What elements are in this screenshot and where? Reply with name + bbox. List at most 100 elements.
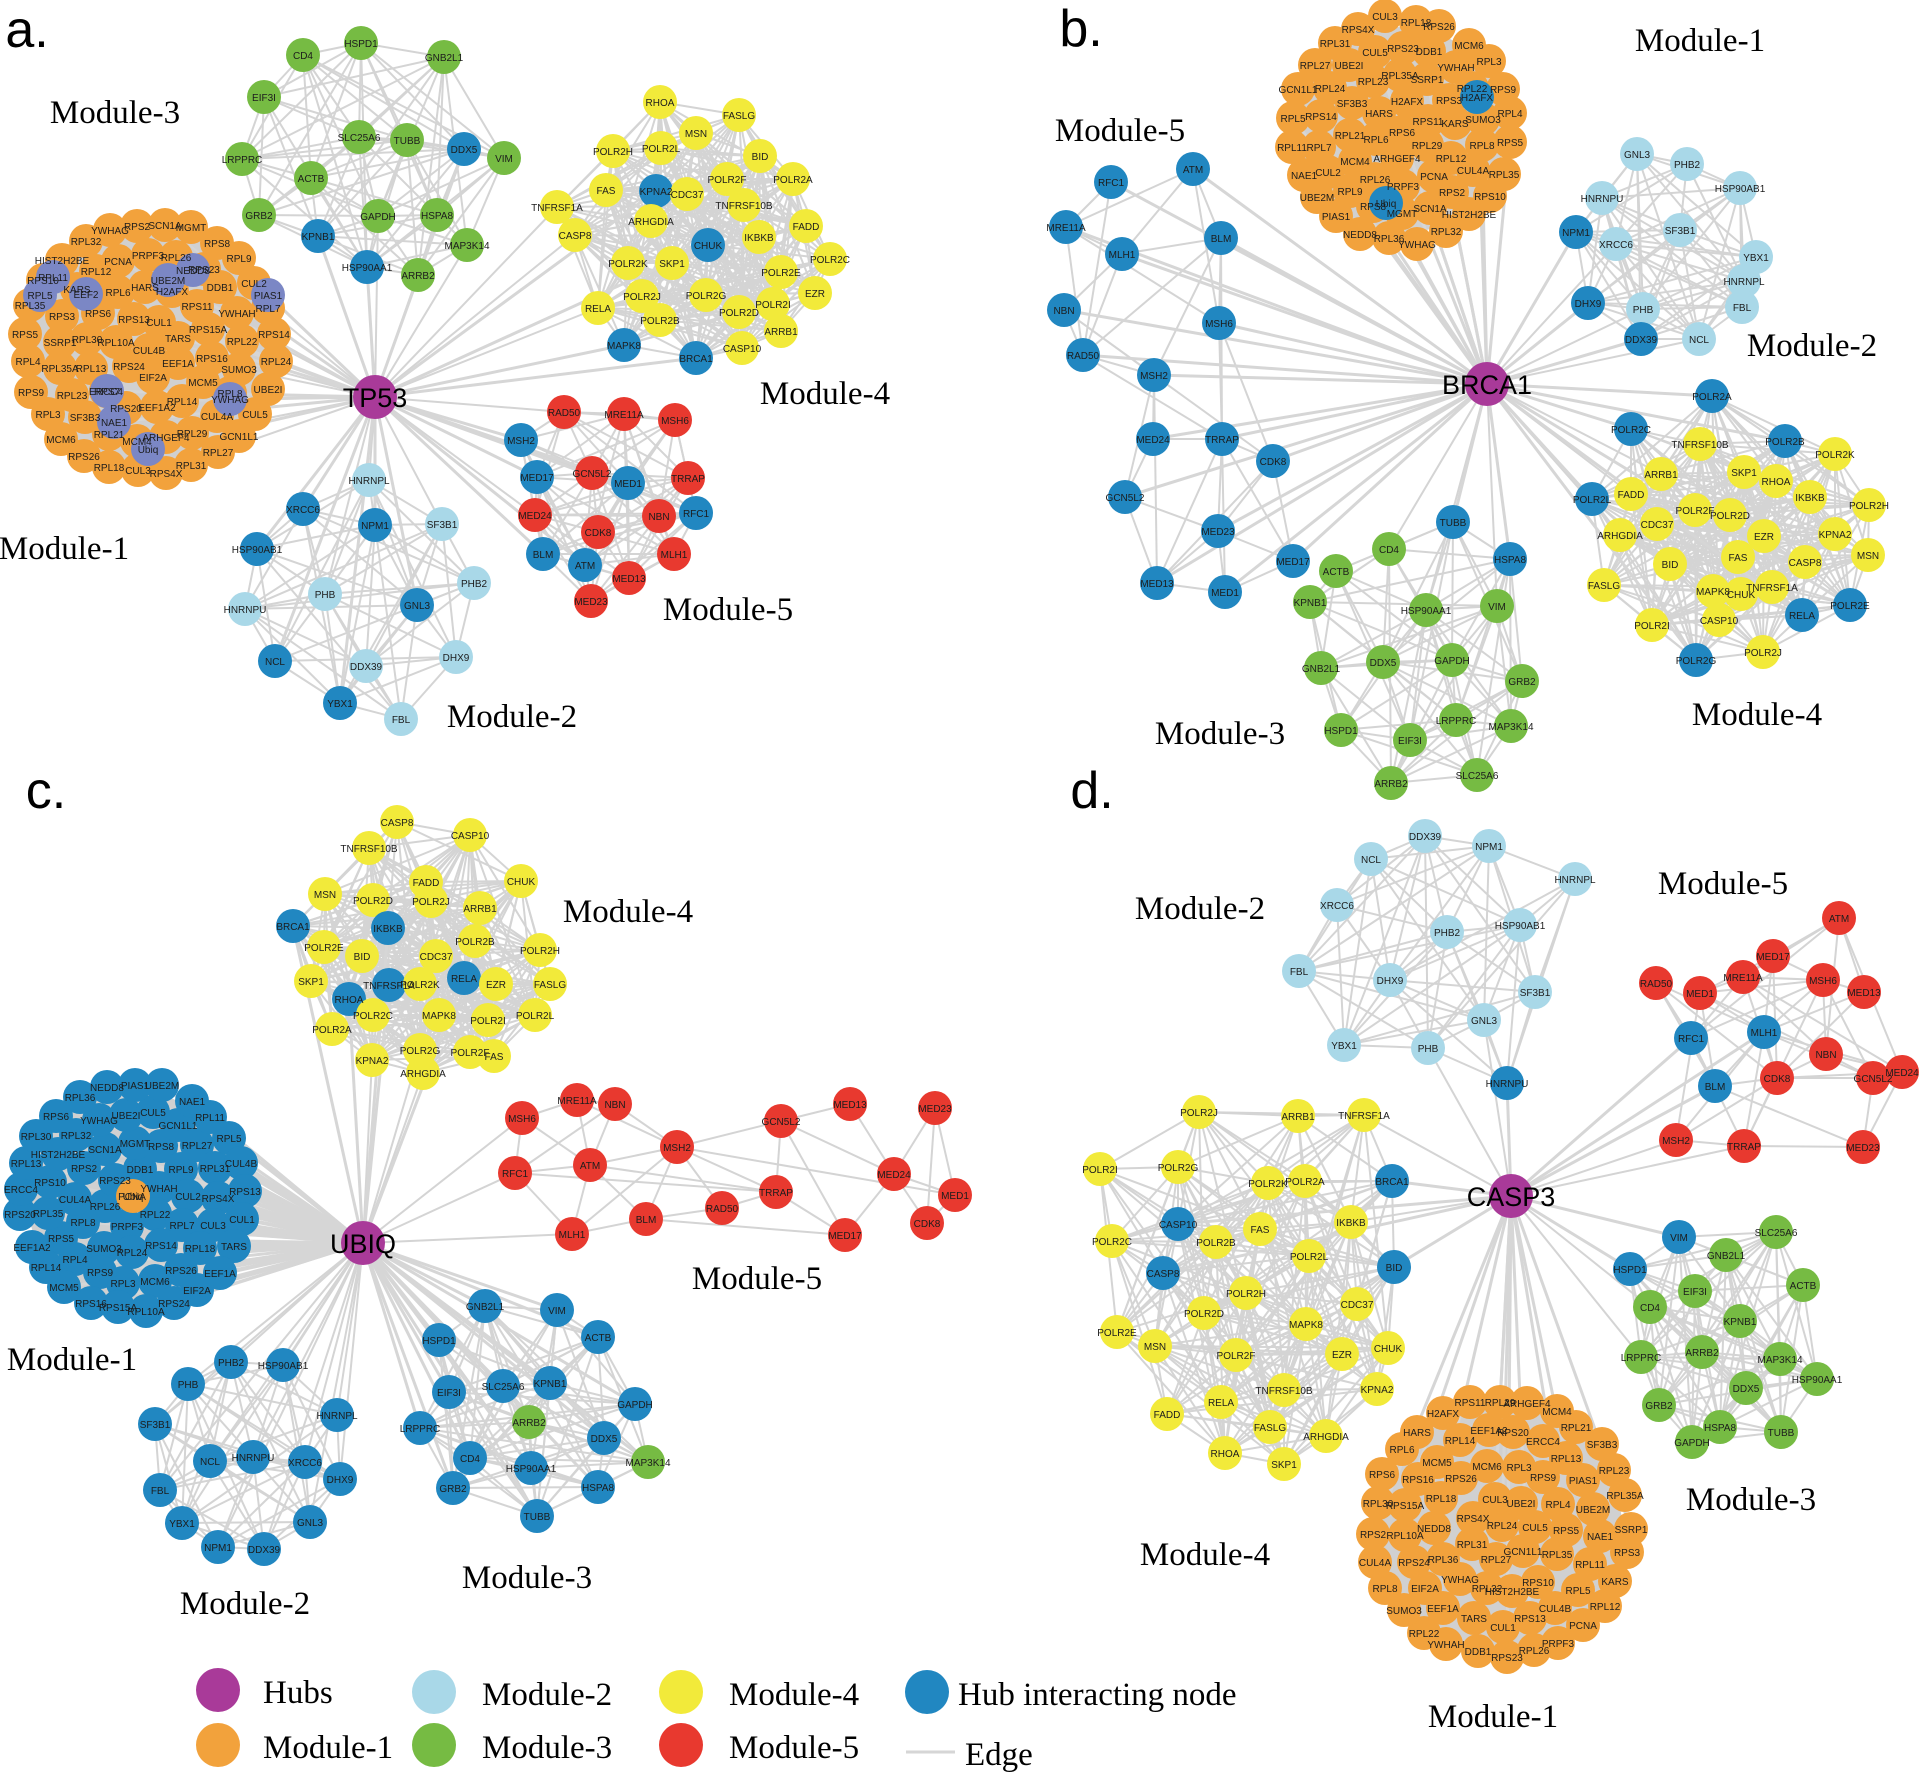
svg-text:BID: BID — [354, 952, 371, 963]
svg-text:RPL8: RPL8 — [1469, 141, 1494, 152]
svg-text:RPL8: RPL8 — [70, 1218, 95, 1229]
svg-text:RPS6: RPS6 — [1389, 128, 1416, 139]
svg-text:FASLG: FASLG — [723, 111, 755, 122]
svg-text:Module-2: Module-2 — [1135, 891, 1265, 927]
svg-text:RPS11: RPS11 — [1413, 117, 1444, 128]
svg-text:Module-2: Module-2 — [180, 1586, 310, 1622]
svg-text:NEDD8: NEDD8 — [90, 1083, 124, 1094]
svg-text:GNB2L1: GNB2L1 — [425, 53, 464, 64]
svg-text:XRCC6: XRCC6 — [1320, 901, 1354, 912]
svg-text:DDX5: DDX5 — [591, 1434, 618, 1445]
svg-text:SSRP1: SSRP1 — [1411, 75, 1444, 86]
svg-text:RPL11: RPL11 — [38, 273, 68, 284]
svg-text:HSPA8: HSPA8 — [1704, 1423, 1736, 1434]
svg-text:MSH2: MSH2 — [1140, 371, 1168, 382]
svg-text:POLR2B: POLR2B — [455, 937, 495, 948]
svg-text:KPNA2: KPNA2 — [1361, 1385, 1394, 1396]
svg-text:RPL11: RPL11 — [1277, 143, 1307, 154]
svg-text:FASLG: FASLG — [1588, 581, 1620, 592]
svg-text:MED17: MED17 — [1756, 952, 1790, 963]
svg-text:SF3B1: SF3B1 — [1665, 226, 1696, 237]
svg-text:RHOA: RHOA — [335, 995, 364, 1006]
svg-text:POLR2D: POLR2D — [353, 896, 393, 907]
svg-text:RPS5: RPS5 — [48, 1234, 75, 1245]
svg-text:CHUK: CHUK — [1374, 1344, 1403, 1355]
svg-text:CUL2: CUL2 — [1315, 168, 1341, 179]
svg-text:TNFRSF1A: TNFRSF1A — [363, 981, 415, 992]
svg-text:RPL36: RPL36 — [1428, 1555, 1459, 1566]
svg-text:ARRB1: ARRB1 — [1281, 1112, 1315, 1123]
svg-text:Module-1: Module-1 — [1428, 1699, 1558, 1735]
svg-text:POLR2F: POLR2F — [1676, 506, 1715, 517]
svg-text:RPL24: RPL24 — [1487, 1521, 1518, 1532]
svg-text:POLR2C: POLR2C — [1092, 1237, 1132, 1248]
svg-text:RPL18: RPL18 — [185, 1244, 216, 1255]
svg-text:RFC1: RFC1 — [1098, 178, 1125, 189]
svg-text:RPS20: RPS20 — [110, 404, 142, 415]
svg-text:GCN1L1: GCN1L1 — [1279, 85, 1318, 96]
svg-text:BLM: BLM — [533, 550, 554, 561]
svg-text:MLH1: MLH1 — [1109, 250, 1136, 261]
svg-text:RPL23: RPL23 — [1599, 1466, 1630, 1477]
svg-text:CD4: CD4 — [460, 1454, 480, 1465]
svg-text:RPL9: RPL9 — [168, 1165, 193, 1176]
svg-text:RPL32: RPL32 — [1472, 1584, 1503, 1595]
svg-text:HSPD1: HSPD1 — [422, 1336, 456, 1347]
svg-text:DDX39: DDX39 — [248, 1545, 281, 1556]
svg-text:GNL3: GNL3 — [1624, 150, 1651, 161]
svg-text:NBN: NBN — [604, 1100, 625, 1111]
svg-text:GNB2L1: GNB2L1 — [1302, 664, 1341, 675]
svg-text:EEF1A: EEF1A — [1427, 1604, 1459, 1615]
svg-text:CUL4A: CUL4A — [1457, 166, 1490, 177]
svg-text:BID: BID — [752, 152, 769, 163]
svg-text:RPS24: RPS24 — [113, 362, 145, 373]
svg-text:POLR2A: POLR2A — [1692, 392, 1732, 403]
svg-text:RPL5: RPL5 — [1280, 114, 1305, 125]
svg-text:POLR2L: POLR2L — [1573, 495, 1612, 506]
svg-text:CDK8: CDK8 — [585, 528, 612, 539]
svg-text:TRRAP: TRRAP — [759, 1188, 793, 1199]
svg-text:EIF3I: EIF3I — [1398, 736, 1422, 747]
svg-text:POLR2I: POLR2I — [1634, 621, 1670, 632]
svg-text:TNFRSF1A: TNFRSF1A — [531, 203, 583, 214]
svg-text:POLR2G: POLR2G — [400, 1046, 441, 1057]
svg-text:RPL35A: RPL35A — [1606, 1491, 1644, 1502]
svg-text:RPS10: RPS10 — [27, 276, 59, 287]
svg-text:GCN5L2: GCN5L2 — [573, 469, 612, 480]
svg-text:RPL23: RPL23 — [1358, 77, 1389, 88]
svg-text:MSH6: MSH6 — [1205, 319, 1233, 330]
svg-text:SKP1: SKP1 — [1731, 468, 1757, 479]
svg-text:RPS13: RPS13 — [118, 315, 150, 326]
svg-text:ARHGEF4: ARHGEF4 — [1503, 1399, 1551, 1410]
svg-text:GAPDH: GAPDH — [1434, 656, 1470, 667]
svg-text:POLR2E: POLR2E — [1830, 601, 1870, 612]
svg-text:BID: BID — [1386, 1263, 1403, 1274]
svg-text:HSP90AB1: HSP90AB1 — [1715, 184, 1766, 195]
svg-text:CUL4A: CUL4A — [201, 412, 234, 423]
svg-text:POLR2G: POLR2G — [1158, 1163, 1199, 1174]
svg-text:SCN1A: SCN1A — [88, 1145, 122, 1156]
svg-text:MED13: MED13 — [612, 574, 646, 585]
svg-text:YWHAG: YWHAG — [1441, 1575, 1479, 1586]
svg-text:HSP90AA1: HSP90AA1 — [342, 263, 393, 274]
svg-text:Module-4: Module-4 — [1140, 1537, 1270, 1573]
svg-text:POLR2B: POLR2B — [1196, 1238, 1236, 1249]
svg-text:XRCC6: XRCC6 — [286, 505, 320, 516]
svg-text:PCNA: PCNA — [118, 1192, 146, 1203]
svg-text:CHUK: CHUK — [694, 241, 723, 252]
svg-text:RPS15A: RPS15A — [1386, 1501, 1425, 1512]
svg-text:MCM4: MCM4 — [1340, 157, 1370, 168]
svg-text:RPL35: RPL35 — [15, 301, 46, 312]
svg-text:Module-3: Module-3 — [1155, 716, 1285, 752]
svg-text:UBE2I: UBE2I — [112, 1111, 141, 1122]
svg-text:BRCA1: BRCA1 — [1375, 1177, 1409, 1188]
svg-text:RFC1: RFC1 — [1678, 1034, 1705, 1045]
svg-text:RPS5: RPS5 — [1497, 138, 1524, 149]
svg-text:RPS9: RPS9 — [87, 1268, 114, 1279]
svg-text:PHB: PHB — [1418, 1044, 1439, 1055]
svg-text:Module-5: Module-5 — [729, 1730, 859, 1766]
svg-text:MED23: MED23 — [918, 1104, 952, 1115]
svg-text:MGMT: MGMT — [120, 1139, 151, 1150]
svg-text:IKBKB: IKBKB — [1336, 1218, 1366, 1229]
svg-text:Module-4: Module-4 — [760, 376, 890, 412]
